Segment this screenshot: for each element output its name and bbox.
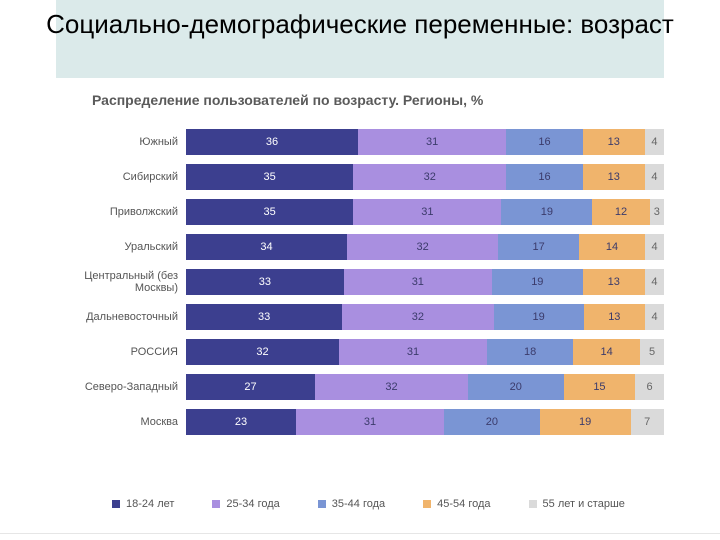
bar-segment: 23 [186,409,296,435]
bar-segment: 33 [186,304,342,330]
bar-track: 353119123 [186,198,664,225]
bar-segment: 3 [650,199,664,225]
bar-track: 363116134 [186,128,664,155]
legend-item: 45-54 года [423,498,490,510]
bar-row: Приволжский353119123 [56,198,664,225]
bar-segment: 31 [353,199,501,225]
chart-subtitle: Распределение пользователей по возрасту.… [92,92,483,108]
bar-segment: 14 [573,339,640,365]
bar-segment: 14 [579,234,645,260]
legend-label: 25-34 года [226,498,279,510]
bar-segment: 4 [645,234,664,260]
legend: 18-24 лет 25-34 года 35-44 года 45-54 года 5… [112,498,664,510]
bar-segment: 36 [186,129,358,155]
row-label: Северо-Западный [56,381,186,393]
bar-segment: 4 [645,304,664,330]
legend-item: 55 лет и старше [529,498,625,510]
bar-segment: 35 [186,164,353,190]
bar-segment: 32 [315,374,468,400]
bar-segment: 13 [583,269,645,295]
bar-segment: 18 [487,339,573,365]
bar-row: Северо-Западный273220156 [56,373,664,400]
bar-row: Уральский343217144 [56,233,664,260]
bar-segment: 33 [186,269,344,295]
bar-segment: 7 [631,409,664,435]
legend-swatch-icon [318,500,326,508]
row-label: Центральный (без Москвы) [56,270,186,294]
bar-segment: 16 [506,164,582,190]
row-label: Приволжский [56,206,186,218]
bar-segment: 15 [564,374,636,400]
bar-row: РОССИЯ323118145 [56,338,664,365]
legend-item: 35-44 года [318,498,385,510]
row-label: Москва [56,416,186,428]
legend-swatch-icon [529,500,537,508]
legend-swatch-icon [212,500,220,508]
bar-segment: 34 [186,234,347,260]
bar-segment: 19 [494,304,584,330]
bar-segment: 31 [344,269,492,295]
bar-segment: 17 [498,234,578,260]
bar-segment: 20 [468,374,564,400]
bar-segment: 31 [339,339,487,365]
legend-swatch-icon [423,500,431,508]
bar-segment: 16 [506,129,582,155]
bar-row: Сибирский353216134 [56,163,664,190]
bar-segment: 35 [186,199,353,225]
bar-track: 333219134 [186,303,664,330]
bar-track: 273220156 [186,373,664,400]
bar-segment: 6 [635,374,664,400]
stacked-bar-chart: Южный363116134Сибирский353216134Приволжс… [56,128,664,486]
bar-segment: 4 [645,164,664,190]
bar-segment: 13 [584,304,646,330]
bar-track: 353216134 [186,163,664,190]
bar-track: 343217144 [186,233,664,260]
bar-segment: 19 [501,199,592,225]
row-label: Южный [56,136,186,148]
bar-segment: 4 [645,269,664,295]
page-title: Социально-демографические переменные: во… [0,8,720,40]
legend-label: 35-44 года [332,498,385,510]
legend-label: 18-24 лет [126,498,174,510]
legend-item: 25-34 года [212,498,279,510]
row-label: Дальневосточный [56,311,186,323]
bar-segment: 27 [186,374,315,400]
row-label: Уральский [56,241,186,253]
row-label: Сибирский [56,171,186,183]
bar-segment: 32 [186,339,339,365]
bar-segment: 13 [583,164,645,190]
bar-segment: 19 [492,269,583,295]
bar-segment: 19 [540,409,631,435]
bar-segment: 13 [583,129,645,155]
bar-segment: 20 [444,409,540,435]
bar-segment: 32 [347,234,498,260]
slide: Социально-демографические переменные: во… [0,0,720,540]
legend-item: 18-24 лет [112,498,174,510]
bar-row: Южный363116134 [56,128,664,155]
bar-segment: 32 [342,304,493,330]
bar-segment: 5 [640,339,664,365]
bar-segment: 4 [645,129,664,155]
bar-row: Москва233120197 [56,408,664,435]
footer-divider [0,533,720,534]
bar-track: 333119134 [186,268,664,295]
bar-track: 323118145 [186,338,664,365]
bar-row: Центральный (без Москвы)333119134 [56,268,664,295]
legend-label: 55 лет и старше [543,498,625,510]
bar-row: Дальневосточный333219134 [56,303,664,330]
legend-label: 45-54 года [437,498,490,510]
bar-segment: 31 [296,409,444,435]
row-label: РОССИЯ [56,346,186,358]
bar-segment: 12 [592,199,649,225]
bar-segment: 31 [358,129,506,155]
bar-track: 233120197 [186,408,664,435]
bar-segment: 32 [353,164,506,190]
legend-swatch-icon [112,500,120,508]
